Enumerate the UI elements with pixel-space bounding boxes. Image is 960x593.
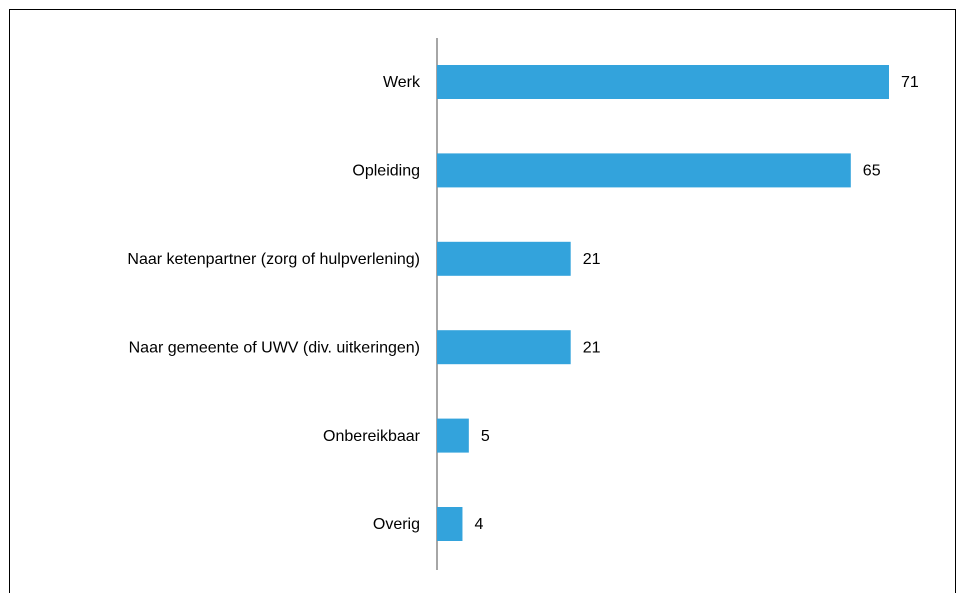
value-label: 5 [481,428,490,445]
category-label: Naar gemeente of UWV (div. uitkeringen) [129,339,420,356]
category-label: Opleiding [352,163,420,180]
category-label: Onbereikbaar [323,428,421,445]
value-label: 65 [863,163,881,180]
chart-frame [9,9,956,593]
value-label: 4 [474,516,483,533]
bar [437,418,469,453]
category-label: Werk [383,74,421,91]
category-label: Naar ketenpartner (zorg of hulpverlening… [127,251,420,268]
value-label: 21 [583,251,601,268]
bar [437,153,851,188]
value-label: 71 [901,74,919,91]
bar [437,65,889,99]
bar [437,507,463,541]
bar [437,330,571,365]
category-label: Overig [373,516,420,533]
value-label: 21 [583,339,601,356]
bar [437,241,571,276]
